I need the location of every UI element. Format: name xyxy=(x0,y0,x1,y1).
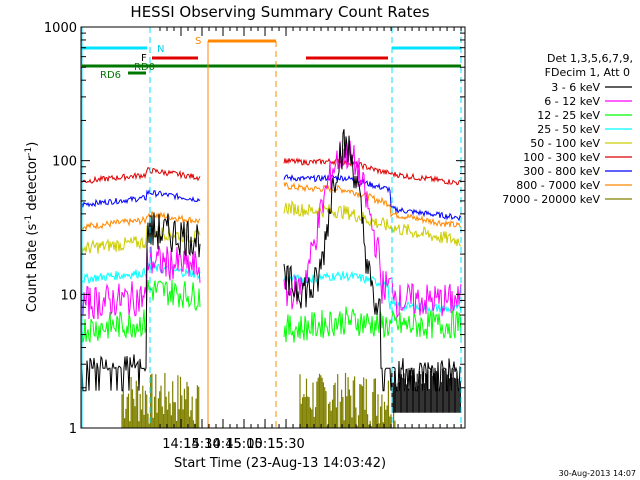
footer-date: 30-Aug-2013 14:07 xyxy=(559,469,636,478)
series-6-segment-a xyxy=(81,189,201,209)
y-axis-label-part3: ) xyxy=(25,142,40,147)
legend-label-8: 7000 - 20000 keV xyxy=(502,193,600,206)
legend-label-6: 300 - 800 keV xyxy=(523,165,600,178)
flag-rd6-label: RD6 xyxy=(100,70,121,81)
y-tick-label-1: 10 xyxy=(60,288,77,303)
legend-label-3: 25 - 50 keV xyxy=(537,123,600,136)
legend-header-1: Det 1,3,5,6,7,9, xyxy=(547,52,633,65)
x-tick-label-5: 15:30 xyxy=(267,437,304,452)
series-3-segment-b xyxy=(283,270,462,313)
x-tick-label-2: 14:45 xyxy=(204,437,241,452)
chart-title: HESSI Observing Summary Count Rates xyxy=(130,3,429,21)
series-0-segment-b xyxy=(283,129,462,392)
series-4-segment-b xyxy=(283,200,462,247)
x-axis-label: Start Time (23-Aug-13 14:03:42) xyxy=(174,456,386,471)
y-axis-label: Count Rate (s-1 detector-1) xyxy=(24,142,40,313)
flag-saa-label: S xyxy=(195,36,201,47)
y-axis-label-sup2: -1 xyxy=(24,147,34,156)
legend-label-5: 100 - 300 keV xyxy=(523,151,600,164)
y-axis-label-sup1: -1 xyxy=(24,215,34,224)
legend-header-2: FDecim 1, Att 0 xyxy=(545,66,630,79)
series-5-segment-a xyxy=(81,166,201,184)
series-2-segment-b xyxy=(283,306,462,343)
y-tick-label-0: 1 xyxy=(69,422,77,437)
legend-label-7: 800 - 7000 keV xyxy=(516,179,600,192)
series-7000-20000-kev-a xyxy=(121,373,200,428)
series-7-segment-a xyxy=(81,211,201,232)
x-tick-label-4: 15:15 xyxy=(246,437,283,452)
y-axis-label-part2: detector xyxy=(25,155,40,215)
legend-label-2: 12 - 25 keV xyxy=(537,109,600,122)
series-5-segment-b xyxy=(283,157,462,186)
flag-night-label: N xyxy=(157,44,164,55)
series-2-segment-a xyxy=(81,279,201,343)
legend-label-1: 6 - 12 keV xyxy=(544,95,600,108)
legend-label-0: 3 - 6 keV xyxy=(551,81,600,94)
series-0-segment-a xyxy=(81,212,201,392)
series-1-segment-b xyxy=(283,140,462,320)
legend-label-4: 50 - 100 keV xyxy=(530,137,600,150)
x-tick-label-0: 14:15 xyxy=(162,437,199,452)
series-7000-20000-kev-b xyxy=(299,372,396,428)
flag-rd0-label: RD0 xyxy=(134,62,155,73)
series-7-segment-b xyxy=(283,181,462,228)
plot-frame xyxy=(80,26,466,429)
y-tick-label-3: 1000 xyxy=(44,21,77,36)
x-tick-label-3: 15:00 xyxy=(225,437,262,452)
series-6-segment-b xyxy=(283,174,462,222)
x-tick-label-1: 14:30 xyxy=(183,437,220,452)
legend: Det 1,3,5,6,7,9, FDecim 1, Att 0 3 - 6 k… xyxy=(502,52,633,206)
series-3-segment-a xyxy=(81,261,201,284)
y-axis-label-part1: Count Rate (s xyxy=(25,224,40,313)
data-layer xyxy=(81,129,462,428)
flag-flare-label: F xyxy=(141,53,147,64)
y-tick-label-2: 100 xyxy=(52,155,77,170)
series-1-segment-a xyxy=(81,245,201,320)
